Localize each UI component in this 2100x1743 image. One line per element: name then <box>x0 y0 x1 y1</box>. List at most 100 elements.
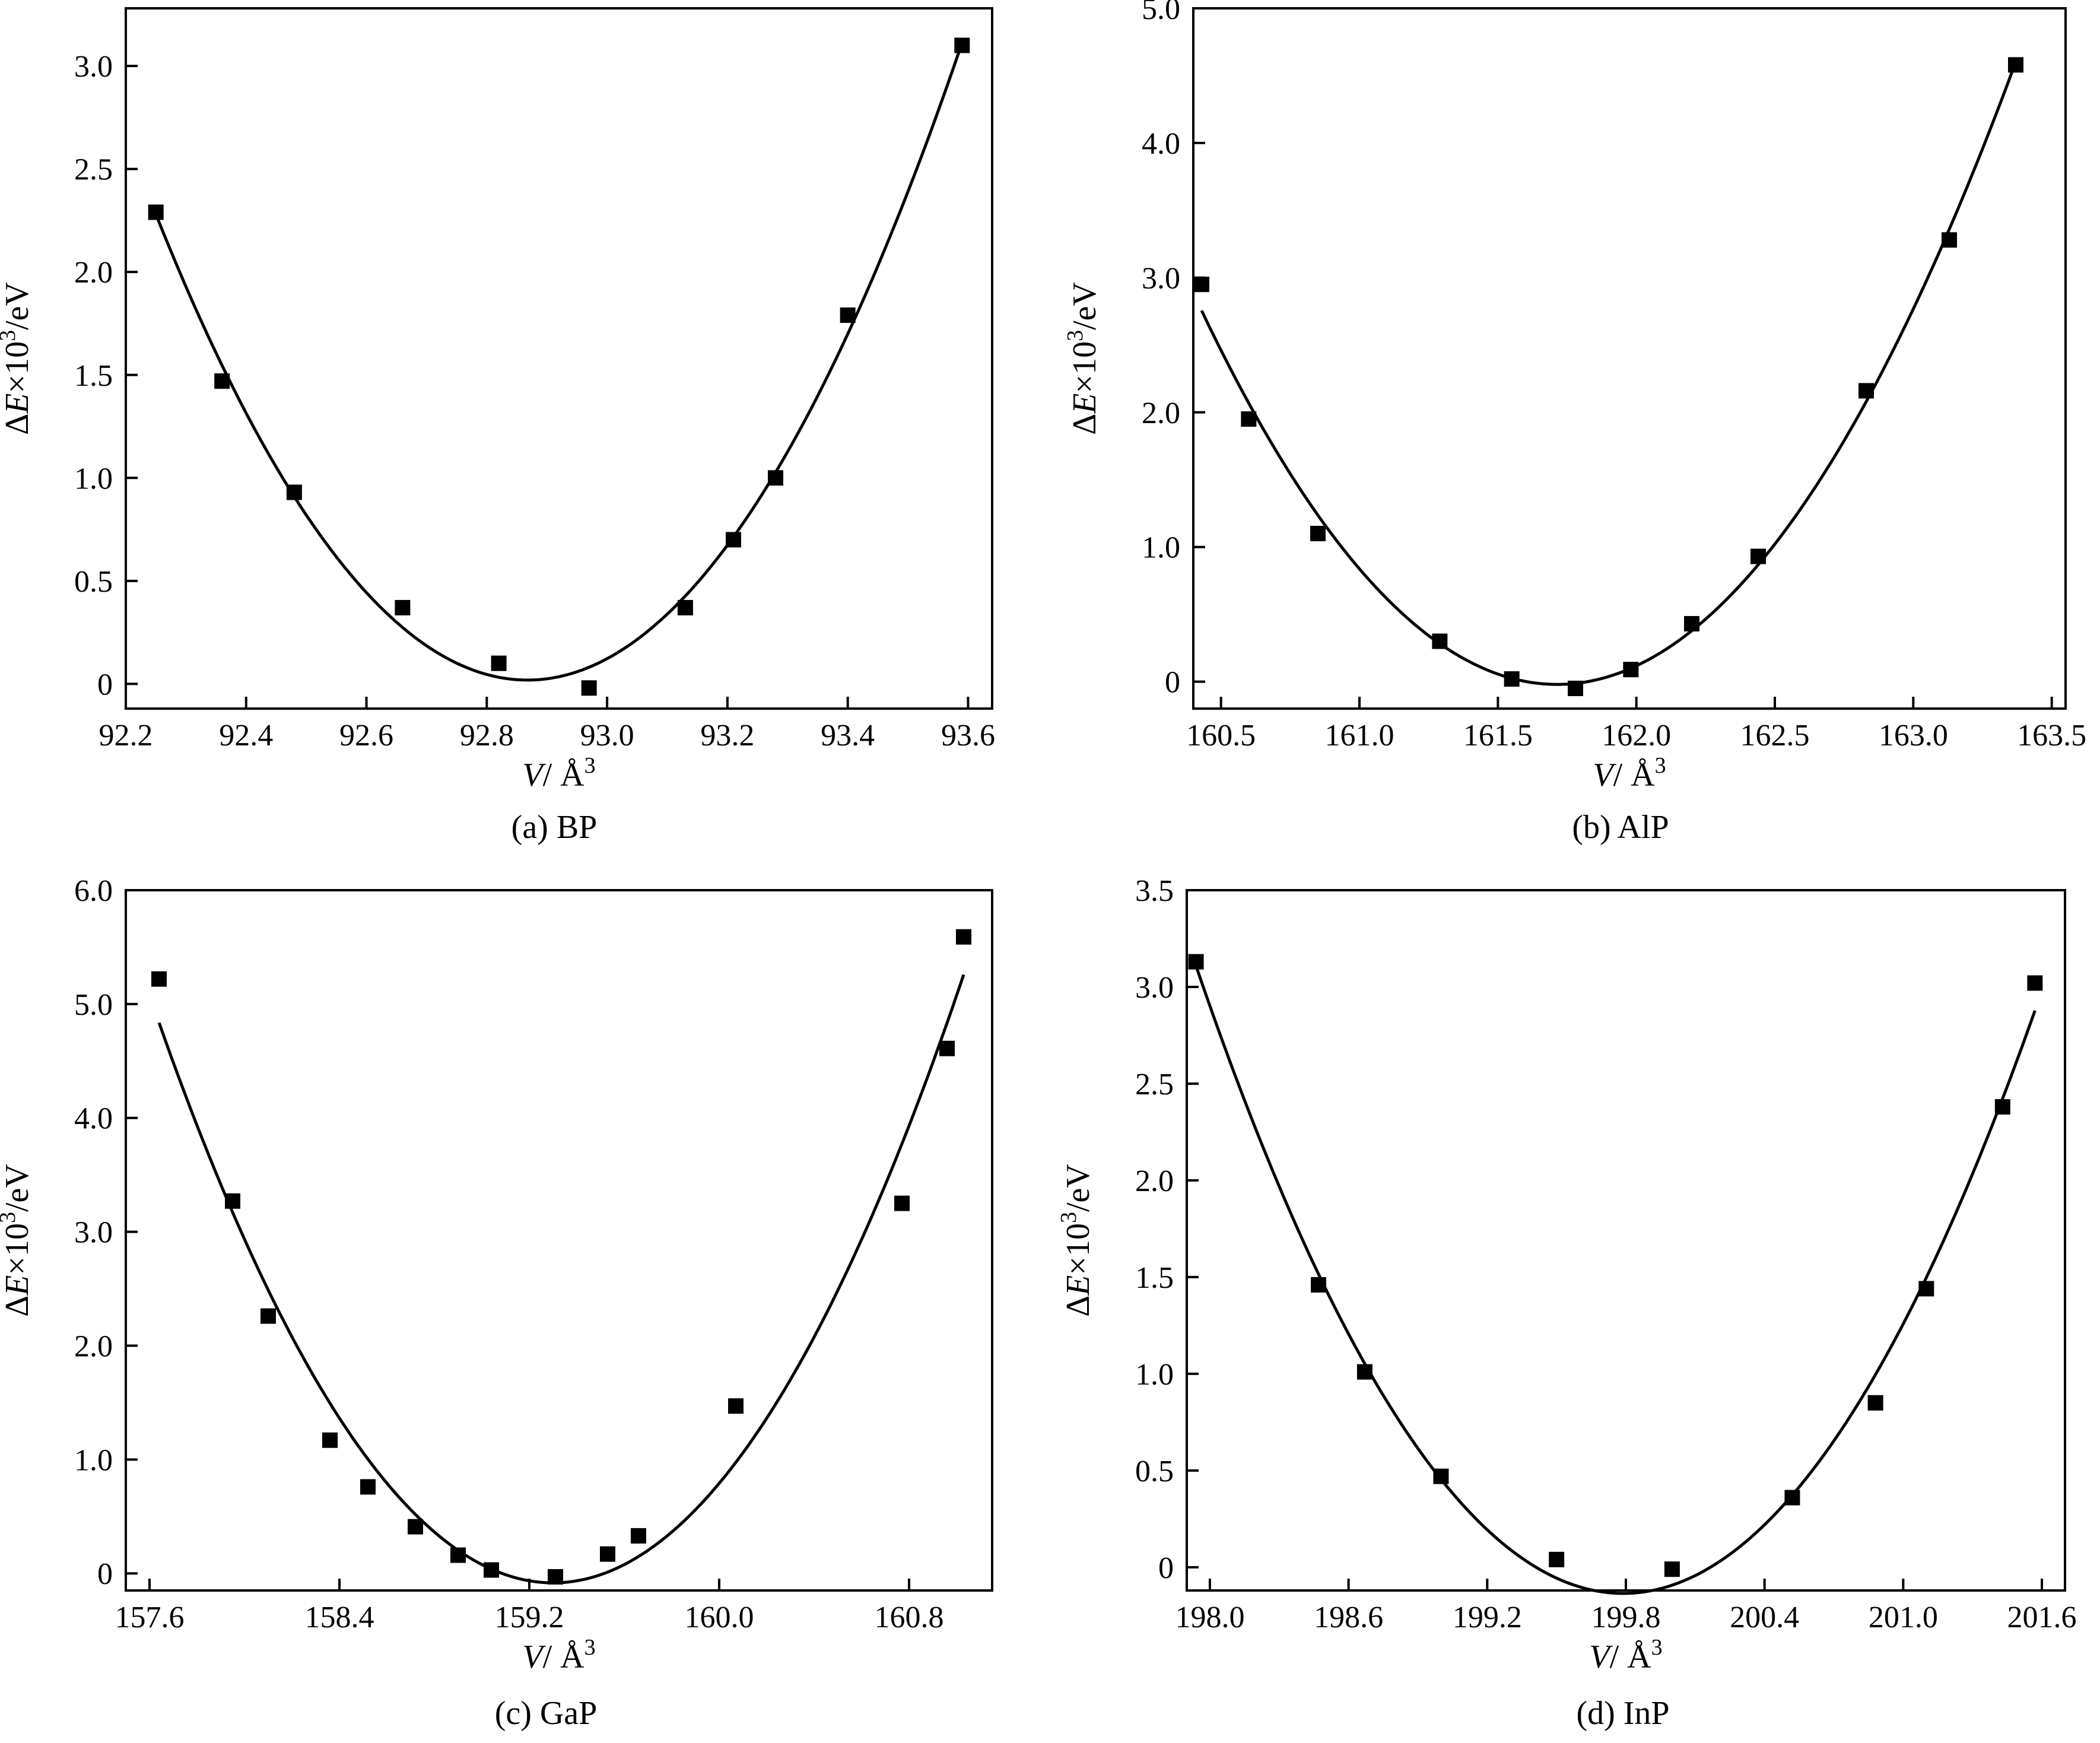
data-point <box>1194 277 1209 293</box>
y-tick-label: 3.0 <box>1135 971 1174 1005</box>
data-point <box>600 1546 615 1562</box>
panel-caption: (b) AlP <box>1572 809 1669 846</box>
x-tick-label: 92.6 <box>339 719 393 753</box>
y-tick-label: 4.0 <box>74 1102 113 1136</box>
y-tick-label: 3.0 <box>74 1216 113 1250</box>
y-tick-label: 0.5 <box>74 565 113 599</box>
x-tick-label: 160.5 <box>1186 719 1256 753</box>
panel-alp: 160.5 161.0 161.5 162.0 162.5 163.0 163.5 0 1.0 2… <box>1063 0 2086 846</box>
plot-frame <box>125 7 993 710</box>
x-tick-label: 163.0 <box>1879 719 1948 753</box>
y-tick-label: 3.5 <box>1135 874 1174 908</box>
data-point <box>768 470 783 486</box>
y-tick-label: 3.0 <box>74 50 113 84</box>
data-point <box>939 1040 955 1056</box>
y-tick-label: 0 <box>1158 1551 1174 1585</box>
y-axis-label: ΔE×103/eV <box>0 282 36 435</box>
x-tick-label: 161.5 <box>1463 719 1533 753</box>
panel-gap: 157.6 158.4 159.2 160.0 160.8 0 1.0 2.0 3.0 4.0 5.… <box>0 874 993 1732</box>
data-point <box>581 680 597 696</box>
data-point <box>1994 1099 2010 1115</box>
x-tick-label: 93.6 <box>941 719 995 753</box>
fit-curve <box>1200 61 2018 686</box>
x-tick-label: 201.0 <box>1869 1601 1938 1634</box>
data-point <box>395 599 411 615</box>
data-point <box>214 373 230 389</box>
y-tick-label: 0 <box>97 668 113 701</box>
y-tick-label: 2.0 <box>1142 396 1180 430</box>
x-tick-label: 157.6 <box>115 1601 185 1634</box>
y-axis-label: ΔE×103/eV <box>0 1164 36 1317</box>
data-point <box>2027 975 2043 991</box>
data-point <box>491 655 507 671</box>
y-tick-label: 1.0 <box>1142 531 1180 565</box>
data-point <box>1568 680 1583 696</box>
x-axis-label: V/ Å3 <box>522 753 595 793</box>
data-point <box>1188 954 1204 970</box>
y-tick-label: 2.0 <box>1135 1164 1174 1198</box>
x-tick-label: 93.2 <box>700 719 754 753</box>
data-point <box>1432 633 1448 649</box>
data-point <box>1356 1364 1373 1380</box>
data-point <box>1867 1395 1883 1411</box>
plot-frame <box>1186 889 2066 1592</box>
data-point <box>1433 1468 1449 1484</box>
x-axis-label: V/ Å3 <box>522 1635 595 1675</box>
x-tick-label: 93.0 <box>580 719 634 753</box>
data-point <box>1858 383 1874 399</box>
y-tick-label: 1.5 <box>1135 1261 1174 1295</box>
data-point <box>260 1308 276 1324</box>
y-axis-label: ΔE×103/eV <box>1056 1164 1097 1317</box>
x-tick-label: 93.4 <box>821 719 875 753</box>
y-tick-label: 1.5 <box>74 359 113 393</box>
data-point <box>1504 671 1520 687</box>
data-point <box>1311 1277 1326 1293</box>
x-tick-label: 160.8 <box>875 1601 944 1634</box>
x-tick-label: 158.4 <box>305 1601 374 1634</box>
y-tick-label: 6.0 <box>74 874 113 908</box>
data-point <box>148 204 164 220</box>
x-tick-label: 201.6 <box>2007 1601 2077 1634</box>
x-tick-label: 160.0 <box>685 1601 754 1634</box>
data-point <box>954 37 970 53</box>
panel-inp: 198.0 198.6 199.2 199.8 200.4 201.0 201.6 0 0.5 1… <box>1056 874 2077 1732</box>
data-point <box>225 1193 240 1209</box>
x-tick-label: 199.2 <box>1453 1601 1522 1634</box>
data-point <box>450 1547 466 1563</box>
panel-bp: 92.2 92.4 92.6 92.8 93.0 93.2 93.4 93.6 0 0.5 1.0 1… <box>0 7 995 846</box>
x-tick-label: 161.0 <box>1325 719 1394 753</box>
data-point <box>548 1569 563 1585</box>
data-point <box>1684 616 1699 632</box>
data-point <box>151 971 167 987</box>
x-tick-label: 163.5 <box>2017 719 2086 753</box>
data-point <box>677 599 693 615</box>
x-tick-label: 92.4 <box>219 719 273 753</box>
fit-curve <box>154 42 964 682</box>
y-tick-label: 1.0 <box>74 1443 113 1477</box>
y-axis-label: ΔE×103/eV <box>1063 282 1103 435</box>
data-point <box>1750 548 1766 564</box>
x-tick-label: 162.5 <box>1740 719 1810 753</box>
y-tick-label: 2.5 <box>1135 1068 1174 1101</box>
x-tick-label: 159.2 <box>495 1601 564 1634</box>
data-point <box>1623 662 1639 678</box>
plot-frame <box>125 889 993 1592</box>
data-point <box>484 1562 499 1578</box>
data-point <box>1664 1561 1680 1577</box>
data-point <box>1310 526 1326 541</box>
data-point <box>2008 57 2023 73</box>
data-point <box>408 1519 423 1535</box>
y-tick-label: 3.0 <box>1142 262 1180 296</box>
data-point <box>1942 232 1957 248</box>
y-tick-label: 0.5 <box>1135 1455 1174 1488</box>
y-tick-label: 5.0 <box>74 988 113 1022</box>
x-tick-label: 199.8 <box>1591 1601 1661 1634</box>
plot-frame <box>1192 7 2067 710</box>
data-point <box>360 1479 376 1495</box>
y-tick-label: 2.5 <box>74 153 113 187</box>
x-tick-label: 198.0 <box>1175 1601 1244 1634</box>
y-tick-label: 1.0 <box>74 462 113 496</box>
y-tick-label: 5.0 <box>1142 0 1180 26</box>
data-point <box>1549 1551 1565 1567</box>
